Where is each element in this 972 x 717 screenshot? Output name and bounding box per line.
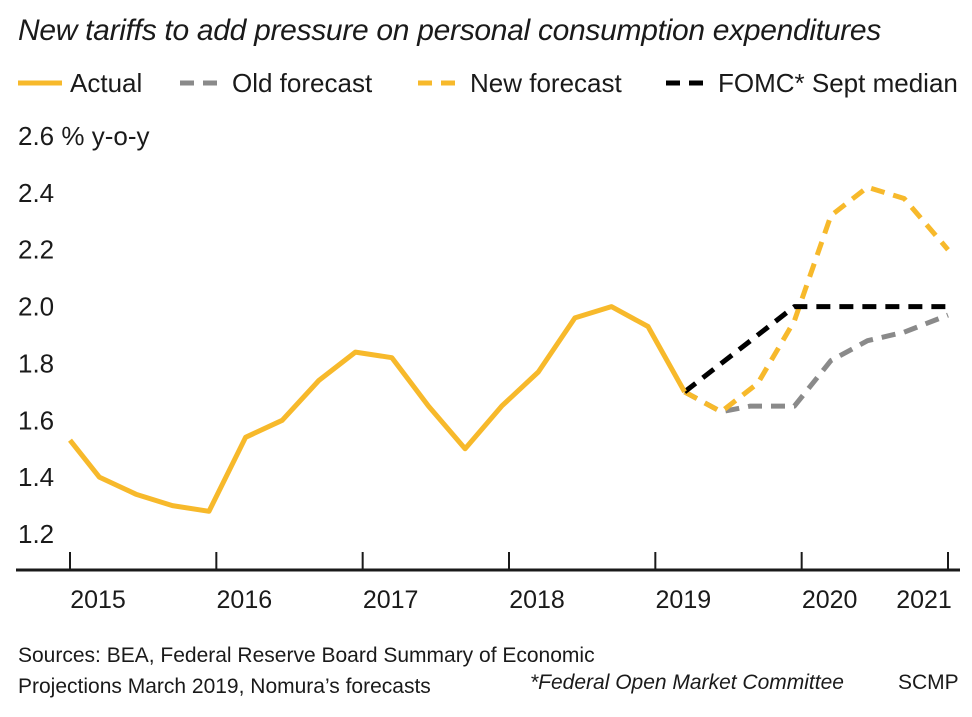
legend-item-actual: Actual: [18, 66, 142, 100]
series-line-new-forecast: [683, 184, 950, 415]
legend-swatch-actual: [18, 80, 62, 86]
source-note: Sources: BEA, Federal Reserve Board Summ…: [18, 640, 595, 702]
y-tick-label: 1.6: [18, 405, 54, 435]
credit-label: SCMP: [898, 671, 959, 694]
legend-swatch-fomc: [666, 80, 710, 86]
series-lines: [68, 184, 950, 514]
legend-label-fomc: FOMC* Sept median: [718, 67, 958, 98]
series-line-fomc-sept-median: [683, 304, 948, 394]
y-tick-label: 2.4: [18, 178, 54, 208]
legend: Actual Old forecast New forecast FOMC* S…: [18, 66, 968, 100]
legend-swatch-old-forecast: [180, 80, 224, 86]
legend-item-old-forecast: Old forecast: [180, 66, 372, 100]
y-tick-label: 1.8: [18, 348, 54, 378]
x-tick-label: 2020: [802, 586, 858, 614]
y-tick-label: 1.2: [18, 519, 54, 549]
y-tick-label: 2.2: [18, 235, 54, 265]
x-tick-label: 2016: [217, 586, 273, 614]
axes: 1.2 1.4 1.6 1.8 2.0 2.2 2.4 2.6 % y-o-y 2015 2016…: [16, 121, 960, 614]
x-tick-label: 2019: [656, 586, 712, 614]
x-tick-label: 2018: [509, 586, 565, 614]
x-tick-label: 2017: [363, 586, 419, 614]
y-tick-label: 2.6 % y-o-y: [18, 121, 150, 151]
x-tick-label: 2021: [896, 586, 952, 614]
x-tick-label: 2015: [70, 586, 126, 614]
y-tick-label: 2.0: [18, 292, 54, 322]
legend-swatch-new-forecast: [418, 80, 462, 86]
legend-item-fomc: FOMC* Sept median: [666, 66, 958, 100]
legend-label-old-forecast: Old forecast: [232, 67, 373, 98]
fomc-footnote: *Federal Open Market Committee: [530, 671, 844, 694]
series-line-actual: [68, 304, 687, 514]
y-tick-label: 1.4: [18, 462, 54, 492]
legend-label-actual: Actual: [70, 67, 143, 98]
chart-title: New tariffs to add pressure on personal …: [18, 14, 881, 47]
legend-item-new-forecast: New forecast: [418, 66, 622, 100]
source-line-2: Projections March 2019, Nomura’s forecas…: [18, 675, 431, 698]
legend-label-new-forecast: New forecast: [470, 67, 622, 98]
source-line-1: Sources: BEA, Federal Reserve Board Summ…: [18, 644, 595, 667]
